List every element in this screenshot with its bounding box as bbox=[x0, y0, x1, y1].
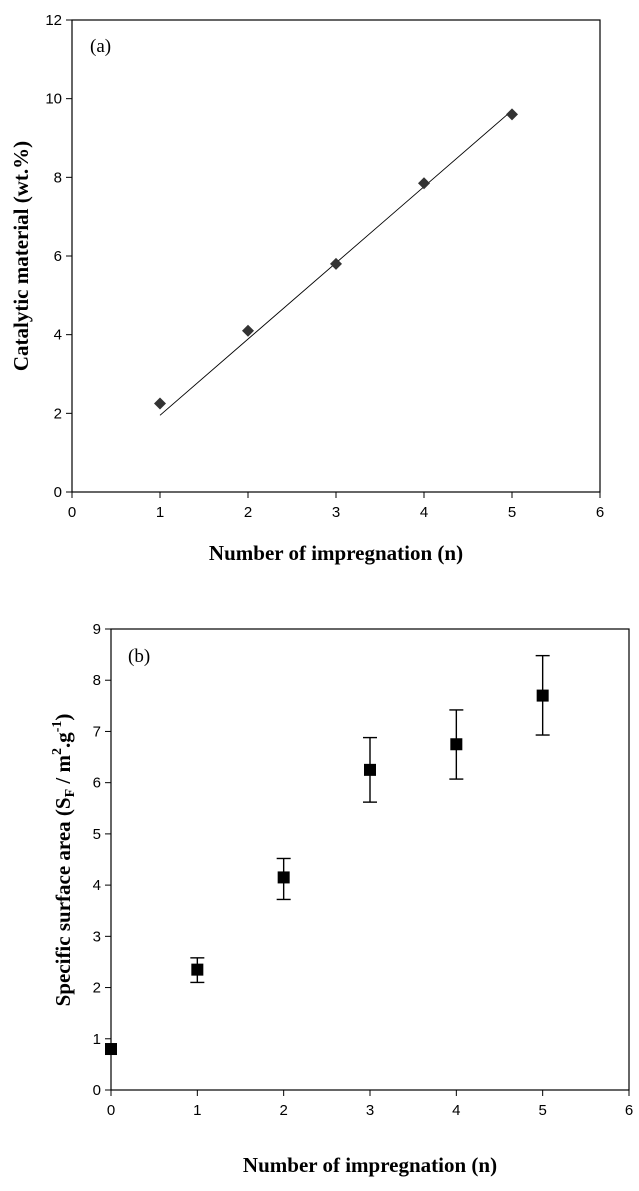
y-tick-label: 3 bbox=[93, 928, 101, 945]
y-tick-label: 6 bbox=[93, 775, 101, 792]
x-tick-label: 2 bbox=[244, 504, 252, 521]
x-tick-label: 6 bbox=[596, 504, 604, 521]
y-tick-label: 2 bbox=[54, 405, 62, 422]
data-points-a bbox=[154, 108, 518, 410]
x-tick-label: 6 bbox=[625, 1102, 633, 1119]
y-axis-label-b-sup2: -1 bbox=[50, 721, 65, 733]
x-tick-label: 0 bbox=[68, 504, 76, 521]
data-point bbox=[330, 257, 342, 270]
y-ticks-a: 0 2 4 6 8 10 12 bbox=[45, 12, 72, 501]
y-axis-label-b: Specific surface area (SF / m2.g-1) bbox=[50, 714, 78, 1007]
y-tick-label: 12 bbox=[45, 12, 62, 29]
x-axis-label-a: Number of impregnation (n) bbox=[209, 541, 463, 565]
y-tick-label: 5 bbox=[93, 826, 101, 843]
data-point bbox=[154, 397, 166, 410]
y-tick-label: 6 bbox=[54, 248, 62, 265]
x-tick-label: 3 bbox=[332, 504, 340, 521]
data-point bbox=[536, 689, 549, 702]
y-tick-label: 0 bbox=[54, 484, 62, 501]
data-point bbox=[364, 763, 376, 776]
data-point bbox=[277, 871, 290, 884]
x-tick-label: 5 bbox=[508, 504, 516, 521]
chart-panel-b: (b) 0 1 2 3 4 5 6 0 1 2 3 4 5 6 7 8 9 Number of impregn… bbox=[50, 621, 633, 1177]
y-axis-label-b-dot: .g bbox=[51, 732, 75, 748]
data-points-b bbox=[105, 689, 549, 1056]
y-tick-label: 2 bbox=[93, 980, 101, 997]
error-bars-b bbox=[190, 654, 550, 984]
x-tick-label: 2 bbox=[279, 1102, 287, 1119]
y-tick-label: 9 bbox=[93, 621, 101, 638]
data-point bbox=[242, 324, 254, 337]
x-tick-label: 0 bbox=[107, 1102, 115, 1119]
x-tick-label: 5 bbox=[538, 1102, 546, 1119]
y-axis-label-b-end: ) bbox=[51, 714, 75, 721]
plot-area-a bbox=[71, 19, 601, 493]
data-point bbox=[105, 1043, 117, 1056]
plot-area-b bbox=[110, 628, 630, 1091]
y-axis-label-b-main: Specific surface area (S bbox=[51, 797, 75, 1006]
y-tick-label: 8 bbox=[54, 169, 62, 186]
data-point bbox=[506, 108, 518, 121]
y-tick-label: 0 bbox=[93, 1082, 101, 1099]
data-point bbox=[191, 963, 204, 976]
x-axis-label-b: Number of impregnation (n) bbox=[243, 1153, 497, 1177]
y-axis-label-b-sup1: 2 bbox=[50, 748, 65, 755]
panel-label-b: (b) bbox=[128, 646, 150, 667]
x-tick-label: 1 bbox=[193, 1102, 201, 1119]
y-tick-label: 1 bbox=[93, 1031, 101, 1048]
x-ticks-b: 0 1 2 3 4 5 6 bbox=[107, 1090, 633, 1119]
panel-label-a: (a) bbox=[90, 36, 111, 57]
x-tick-label: 4 bbox=[420, 504, 428, 521]
data-point bbox=[418, 177, 430, 190]
y-axis-label-b-sub: F bbox=[63, 789, 78, 798]
y-ticks-b: 0 1 2 3 4 5 6 7 8 9 bbox=[93, 621, 111, 1099]
y-axis-label-a: Catalytic material (wt.%) bbox=[9, 141, 33, 371]
x-tick-label: 4 bbox=[452, 1102, 460, 1119]
x-tick-label: 3 bbox=[366, 1102, 374, 1119]
y-tick-label: 4 bbox=[54, 327, 62, 344]
y-tick-label: 4 bbox=[93, 877, 101, 894]
y-tick-label: 8 bbox=[93, 672, 101, 689]
data-point bbox=[450, 738, 463, 751]
y-tick-label: 7 bbox=[93, 723, 101, 740]
y-tick-label: 10 bbox=[45, 91, 62, 108]
x-ticks-a: 0 1 2 3 4 5 6 bbox=[68, 492, 604, 521]
y-axis-label-b-mid: / m bbox=[51, 755, 75, 789]
x-tick-label: 1 bbox=[156, 504, 164, 521]
